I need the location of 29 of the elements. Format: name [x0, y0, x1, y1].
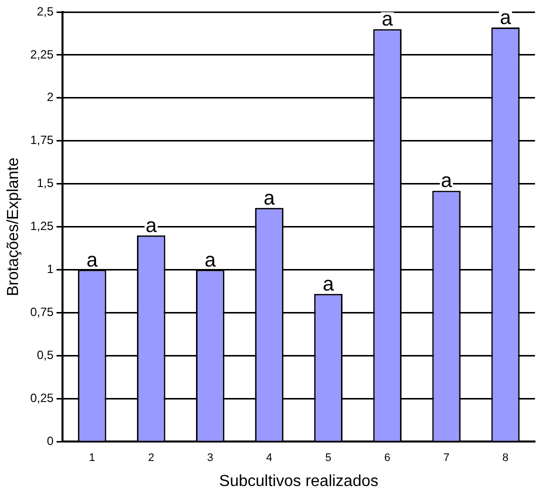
y-tick-label: 1,25 — [30, 219, 54, 234]
data-label: a — [204, 249, 217, 272]
x-tick-label: 2 — [148, 452, 154, 464]
data-label: a — [440, 170, 453, 192]
x-tick-label: 8 — [502, 452, 509, 464]
y-tick-label: 0,5 — [36, 348, 54, 362]
x-tick-label: 3 — [207, 452, 214, 464]
y-tick-label: 2 — [46, 90, 54, 104]
y-tick-label: 1,5 — [36, 176, 54, 190]
x-tick-label: 4 — [266, 452, 272, 464]
x-tick-label: 1 — [89, 452, 96, 464]
y-tick-label: 0,75 — [30, 305, 54, 320]
x-tick-label: 6 — [384, 452, 390, 464]
x-tick-label: 7 — [443, 452, 450, 464]
data-label: a — [382, 8, 394, 31]
y-tick-label: 1 — [46, 262, 54, 276]
data-label: a — [264, 187, 276, 210]
data-label: a — [500, 6, 512, 29]
data-label: a — [322, 273, 335, 296]
y-tick-label: 2,25 — [30, 47, 54, 62]
y-tick-label: 1,75 — [30, 133, 54, 148]
y-tick-label: 0 — [46, 434, 54, 448]
data-label: a — [146, 214, 158, 237]
y-tick-label: 2,5 — [36, 4, 54, 18]
y-tick-label: 0,25 — [30, 390, 54, 405]
y-axis-title: Brotações/Explante — [5, 157, 22, 296]
x-tick-label: 5 — [325, 452, 332, 464]
data-label: a — [86, 249, 99, 272]
x-axis-title: Subcultivos realizados — [219, 472, 378, 490]
